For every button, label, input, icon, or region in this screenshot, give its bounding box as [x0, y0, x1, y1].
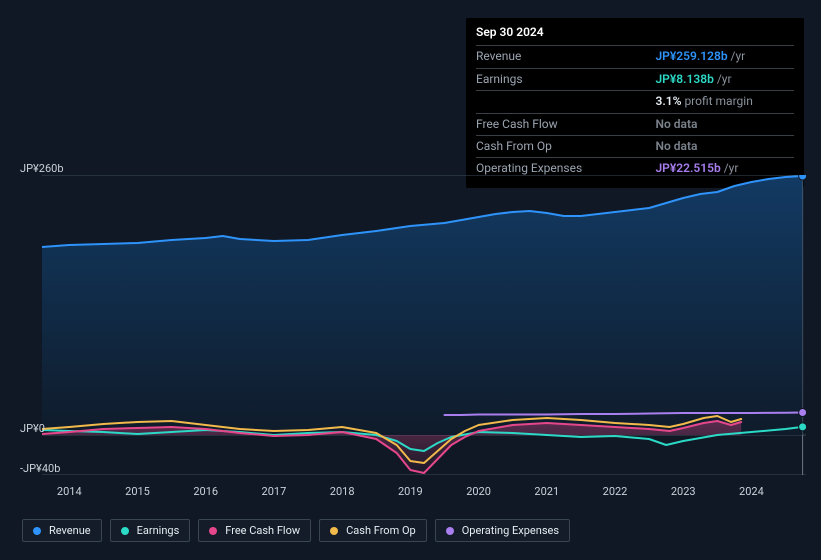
tooltip-row-value: No data	[655, 113, 794, 135]
legend-item[interactable]: Free Cash Flow	[198, 519, 311, 542]
y-tick-label: -JP¥40b	[20, 462, 60, 475]
tooltip-row-value: JP¥8.138b /yr	[655, 68, 794, 90]
y-tick-label: JP¥260b	[20, 162, 64, 175]
tooltip-table: RevenueJP¥259.128b /yrEarningsJP¥8.138b …	[476, 45, 794, 179]
legend-item[interactable]: Operating Expenses	[435, 519, 570, 542]
tooltip-row-label: Free Cash Flow	[476, 113, 655, 135]
tooltip-row-label	[476, 91, 655, 113]
legend-dot-icon	[33, 527, 41, 535]
tooltip-title: Sep 30 2024	[476, 24, 794, 41]
tooltip-row: 3.1% profit margin	[476, 91, 794, 113]
x-tick-label: 2016	[193, 485, 218, 498]
financials-chart[interactable]	[42, 175, 806, 475]
tooltip-row-value: JP¥259.128b /yr	[655, 46, 794, 68]
legend-item[interactable]: Revenue	[22, 519, 102, 542]
legend-item[interactable]: Cash From Op	[319, 519, 427, 542]
legend-item-label: Free Cash Flow	[225, 524, 300, 537]
x-tick-label: 2017	[262, 485, 287, 498]
x-tick-label: 2021	[534, 485, 559, 498]
x-tick-label: 2019	[398, 485, 423, 498]
tooltip-row: EarningsJP¥8.138b /yr	[476, 68, 794, 90]
legend-dot-icon	[446, 527, 454, 535]
legend-item[interactable]: Earnings	[110, 519, 191, 542]
x-tick-label: 2022	[603, 485, 628, 498]
y-tick-label: JP¥0	[20, 422, 45, 435]
chart-tooltip: Sep 30 2024 RevenueJP¥259.128b /yrEarnin…	[466, 18, 804, 188]
tooltip-row: RevenueJP¥259.128b /yr	[476, 46, 794, 68]
x-tick-label: 2014	[57, 485, 82, 498]
tooltip-row: Cash From OpNo data	[476, 135, 794, 157]
tooltip-row-label: Earnings	[476, 68, 655, 90]
tooltip-row-value: No data	[655, 135, 794, 157]
legend: Revenue Earnings Free Cash Flow Cash From O…	[22, 519, 570, 542]
legend-dot-icon	[330, 527, 338, 535]
tooltip-row: Free Cash FlowNo data	[476, 113, 794, 135]
x-tick-label: 2024	[739, 485, 764, 498]
x-tick-label: 2023	[671, 485, 696, 498]
x-tick-label: 2020	[466, 485, 491, 498]
legend-item-label: Operating Expenses	[462, 524, 559, 537]
tooltip-row-value: 3.1% profit margin	[655, 91, 794, 113]
legend-item-label: Cash From Op	[346, 524, 416, 537]
chart-svg	[42, 175, 806, 475]
legend-item-label: Earnings	[137, 524, 180, 537]
legend-item-label: Revenue	[49, 524, 91, 537]
tooltip-row-label: Cash From Op	[476, 135, 655, 157]
x-tick-label: 2018	[330, 485, 355, 498]
tooltip-row-label: Revenue	[476, 46, 655, 68]
legend-dot-icon	[209, 527, 217, 535]
legend-dot-icon	[121, 527, 129, 535]
x-tick-label: 2015	[125, 485, 150, 498]
